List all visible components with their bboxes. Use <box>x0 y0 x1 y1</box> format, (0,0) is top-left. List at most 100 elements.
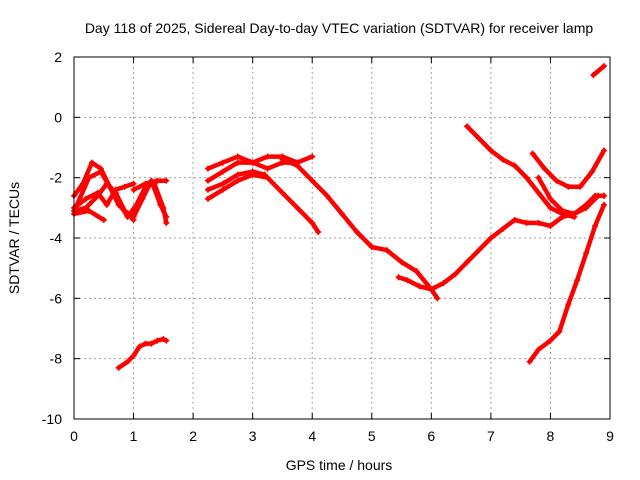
axis-ticks: 0 1 2 3 4 5 6 7 8 9 2 0 -2 -4 -6 -8 -10 <box>42 49 614 444</box>
data-point <box>124 358 131 365</box>
data-point <box>264 165 271 172</box>
data-point <box>121 207 128 214</box>
y-tick-label: -8 <box>50 351 63 367</box>
data-point <box>452 271 459 278</box>
data-point <box>157 201 164 208</box>
series-s15 <box>529 147 608 190</box>
y-tick-label: 2 <box>54 49 62 65</box>
data-point <box>94 192 101 199</box>
data-point <box>121 183 128 190</box>
data-series <box>71 63 608 371</box>
data-point <box>592 222 599 229</box>
data-point <box>264 174 271 181</box>
data-point <box>309 177 316 184</box>
series-s17 <box>526 201 608 365</box>
data-point <box>142 340 149 347</box>
data-point <box>205 195 211 202</box>
y-axis-label: SDTVAR / TECUs <box>6 182 22 294</box>
data-point <box>309 153 316 160</box>
data-point <box>511 216 518 223</box>
data-point <box>100 216 107 223</box>
data-point <box>464 123 471 130</box>
data-point <box>115 364 122 371</box>
series-s18 <box>590 63 608 79</box>
x-tick-label: 8 <box>547 428 555 444</box>
y-tick-label: 0 <box>54 109 62 125</box>
series-s10 <box>205 168 268 193</box>
series-s7 <box>115 336 170 371</box>
series-line <box>396 193 607 292</box>
data-point <box>464 259 471 266</box>
data-point <box>163 337 170 344</box>
data-point <box>130 180 137 187</box>
data-point <box>541 165 548 172</box>
data-point <box>73 201 80 208</box>
x-tick-label: 3 <box>249 428 257 444</box>
data-point <box>294 204 301 211</box>
data-point <box>163 177 170 184</box>
data-point <box>234 159 241 166</box>
data-point <box>142 180 149 187</box>
data-point <box>547 195 554 202</box>
data-point <box>559 207 566 214</box>
chart-title: Day 118 of 2025, Sidereal Day-to-day VTE… <box>85 20 594 36</box>
data-point <box>547 222 554 229</box>
data-point <box>249 171 256 178</box>
y-tick-label: -4 <box>50 230 63 246</box>
series-s6 <box>130 177 170 193</box>
data-point <box>395 274 402 281</box>
data-point <box>88 159 95 166</box>
data-point <box>309 219 316 226</box>
data-point <box>526 358 533 365</box>
data-point <box>130 352 137 359</box>
data-point <box>574 277 581 284</box>
data-point <box>219 180 226 187</box>
data-point <box>440 280 447 287</box>
series-line <box>464 124 577 220</box>
data-point <box>487 235 494 241</box>
data-point <box>547 337 554 344</box>
data-point <box>571 210 578 217</box>
data-point <box>205 165 211 172</box>
data-point <box>601 147 608 154</box>
data-point <box>103 180 110 187</box>
data-point <box>601 201 608 208</box>
data-point <box>219 186 226 193</box>
data-point <box>535 219 542 226</box>
data-point <box>234 177 241 184</box>
x-tick-label: 5 <box>368 428 376 444</box>
data-point <box>264 153 271 160</box>
data-point <box>136 343 143 350</box>
data-point <box>529 150 536 157</box>
data-point <box>592 192 599 199</box>
data-point <box>219 168 226 175</box>
x-tick-label: 2 <box>189 428 197 444</box>
series-line <box>527 202 607 364</box>
data-point <box>487 147 494 154</box>
data-point <box>82 195 89 202</box>
data-point <box>163 219 170 226</box>
data-point <box>535 189 542 196</box>
data-point <box>583 250 590 257</box>
y-tick-label: -6 <box>50 290 63 306</box>
data-point <box>279 156 286 163</box>
x-tick-label: 9 <box>606 428 614 444</box>
data-point <box>163 213 170 220</box>
data-point <box>294 162 301 169</box>
data-point <box>556 328 563 335</box>
data-point <box>553 177 560 184</box>
series-s13 <box>395 192 608 293</box>
y-tick-label: -10 <box>42 411 62 427</box>
data-point <box>535 346 542 353</box>
data-point <box>97 168 104 175</box>
data-point <box>249 159 256 166</box>
data-point <box>205 186 211 193</box>
data-point <box>234 171 241 178</box>
x-tick-label: 4 <box>308 428 316 444</box>
x-tick-label: 6 <box>427 428 435 444</box>
y-tick-label: -2 <box>50 170 63 186</box>
data-point <box>85 207 92 214</box>
data-point <box>112 189 119 196</box>
data-point <box>601 192 608 199</box>
